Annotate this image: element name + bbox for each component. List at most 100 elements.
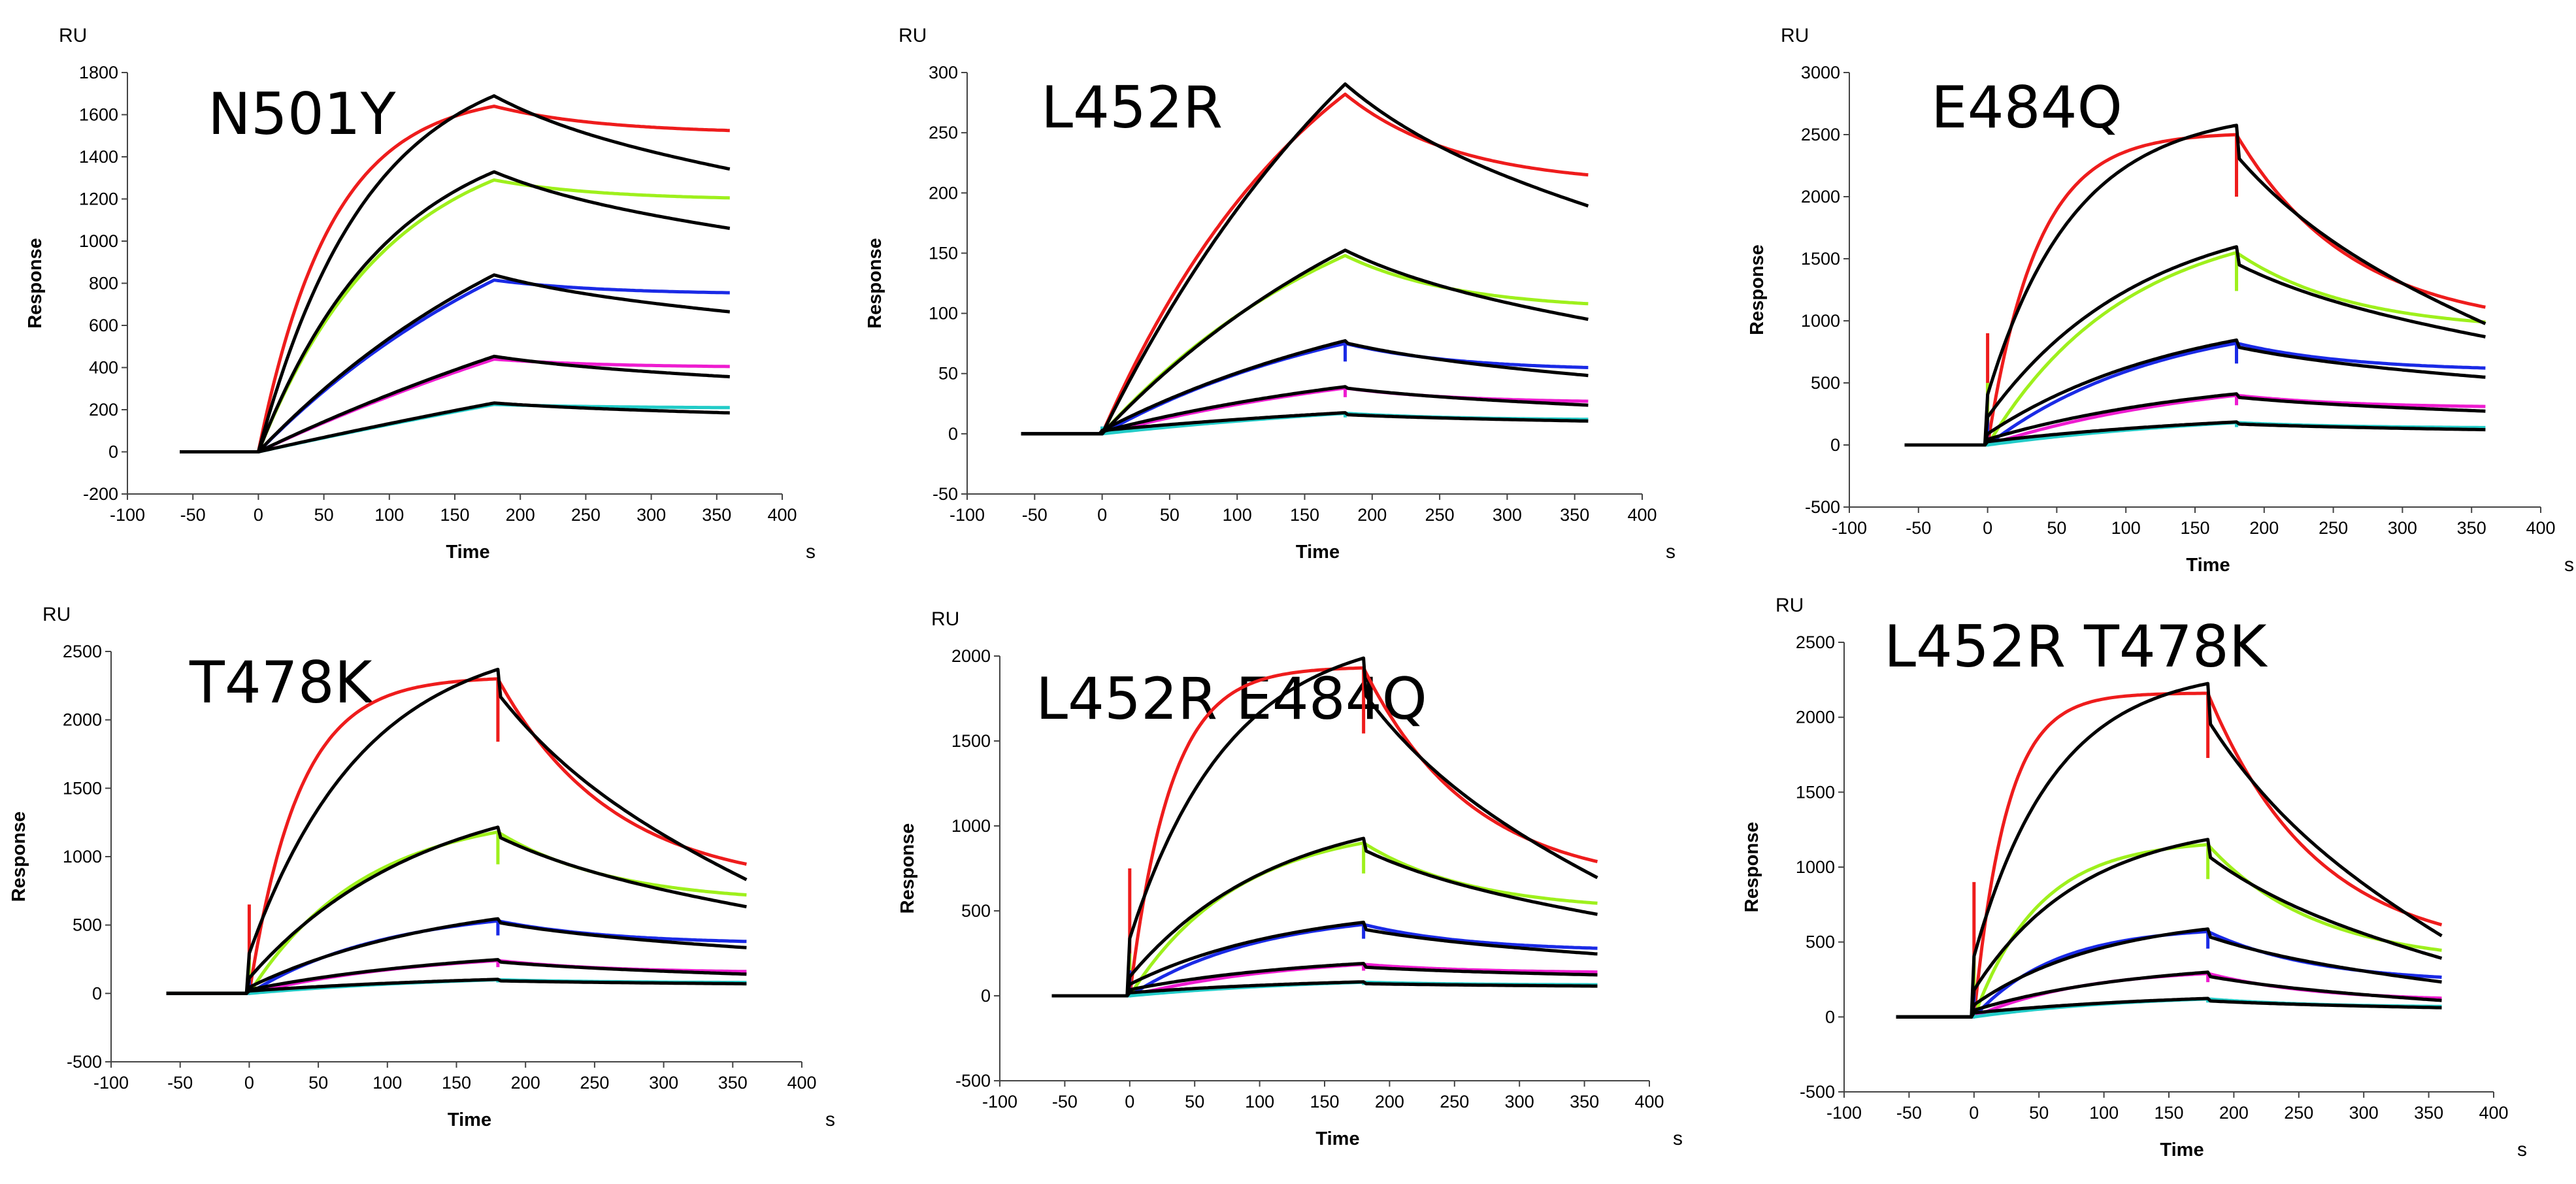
y-axis-title: Response	[25, 238, 46, 329]
x-tick-label: 0	[1097, 505, 1107, 525]
y-tick-label: 200	[929, 183, 958, 203]
fit-curve-green	[1021, 250, 1589, 434]
x-unit-label: s	[1673, 1128, 1683, 1149]
x-axis-title: Time	[446, 542, 489, 563]
y-tick-label: -200	[83, 484, 118, 504]
x-tick-label: 350	[718, 1073, 748, 1093]
x-tick-label: 50	[1160, 505, 1180, 525]
x-tick-label: 300	[1493, 505, 1522, 525]
x-tick-label: 300	[1505, 1092, 1534, 1111]
y-tick-label: 200	[89, 400, 118, 419]
x-tick-label: 350	[2414, 1103, 2443, 1123]
y-tick-label: 2000	[951, 646, 991, 666]
y-tick-label: 500	[1806, 932, 1835, 952]
x-unit-label: s	[2517, 1139, 2527, 1160]
y-tick-label: 1500	[1801, 249, 1840, 269]
y-axis-title: Response	[865, 238, 885, 329]
x-tick-label: 50	[308, 1073, 328, 1093]
x-tick-label: -100	[110, 505, 145, 525]
x-tick-label: 100	[372, 1073, 402, 1093]
y-tick-label: 2500	[63, 642, 102, 661]
x-axis-title: Time	[1315, 1128, 1359, 1149]
y-tick-label: 800	[89, 274, 118, 293]
x-tick-label: 50	[314, 505, 334, 525]
y-tick-label: 0	[1830, 435, 1840, 455]
y-tick-label: 100	[929, 304, 958, 323]
x-tick-label: 150	[2180, 518, 2209, 538]
x-tick-label: 200	[1357, 505, 1387, 525]
x-axis-title: Time	[1296, 542, 1340, 563]
y-tick-label: 2500	[1796, 633, 1835, 652]
y-tick-label: -500	[955, 1071, 991, 1091]
x-tick-label: -50	[180, 505, 206, 525]
x-tick-label: 0	[1125, 1092, 1134, 1111]
x-tick-label: 400	[1634, 1092, 1664, 1111]
y-tick-label: 1000	[1796, 857, 1835, 877]
fit-curve-red	[180, 96, 730, 452]
x-tick-label: 150	[1310, 1092, 1339, 1111]
x-axis-title: Time	[2160, 1140, 2204, 1160]
x-tick-label: 300	[636, 505, 666, 525]
x-unit-label: s	[1666, 541, 1676, 563]
x-tick-label: 50	[1185, 1092, 1204, 1111]
y-tick-label: 0	[981, 986, 991, 1006]
x-tick-label: 0	[1969, 1103, 1979, 1123]
observed-trace-red	[1896, 693, 2442, 1017]
x-tick-label: 400	[1627, 505, 1657, 525]
x-tick-label: -50	[1022, 505, 1048, 525]
y-tick-label: 0	[108, 442, 118, 462]
x-tick-label: 300	[649, 1073, 678, 1093]
y-unit-label: RU	[931, 608, 959, 630]
x-tick-label: 200	[1375, 1092, 1404, 1111]
x-axis-title: Time	[2186, 555, 2230, 576]
x-tick-label: 350	[1570, 1092, 1599, 1111]
x-tick-label: 0	[244, 1073, 254, 1093]
y-tick-label: 1500	[1796, 782, 1835, 802]
x-tick-label: -100	[1826, 1103, 1862, 1123]
y-tick-label: 0	[92, 983, 102, 1003]
y-axis-title: Response	[1747, 244, 1768, 335]
x-tick-label: 250	[2319, 518, 2348, 538]
y-tick-label: 50	[938, 364, 958, 384]
x-tick-label: 100	[2089, 1103, 2119, 1123]
sensorgram-panel-2: -50050100150200250300-100 -50 0 50 100 150 200…	[865, 25, 1676, 563]
sensorgram-panel-4: -50005001000150020002500-100 -50 0 50 100 150…	[8, 604, 835, 1130]
x-tick-label: 250	[1440, 1092, 1469, 1111]
observed-trace-green	[1021, 255, 1589, 434]
panel-title: L452R	[1041, 74, 1223, 141]
y-tick-label: 300	[929, 63, 958, 82]
x-tick-label: 200	[506, 505, 535, 525]
x-tick-label: 250	[571, 505, 601, 525]
y-tick-label: -500	[67, 1052, 102, 1072]
y-tick-label: 1000	[63, 847, 102, 866]
x-tick-label: -100	[93, 1073, 129, 1093]
sensorgram-panel-1: -200020040060080010001200140016001800-10…	[25, 25, 816, 563]
y-tick-label: 2000	[1796, 708, 1835, 727]
x-tick-label: 200	[2249, 518, 2279, 538]
y-tick-label: 2000	[63, 710, 102, 730]
x-tick-label: 250	[580, 1073, 609, 1093]
x-tick-label: 400	[787, 1073, 816, 1093]
x-tick-label: 50	[2047, 518, 2066, 538]
y-tick-label: 600	[89, 316, 118, 335]
x-tick-label: 400	[2526, 518, 2555, 538]
sensorgram-panel-3: -500050010001500200025003000-100 -50 0 50 10…	[1747, 25, 2574, 576]
x-tick-label: 0	[1983, 518, 1992, 538]
y-tick-label: -500	[1800, 1082, 1835, 1102]
x-axis-title: Time	[448, 1110, 491, 1130]
x-tick-label: 150	[2154, 1103, 2183, 1123]
sensorgram-grid: -200020040060080010001200140016001800-10…	[0, 0, 2576, 1181]
x-tick-label: 100	[1245, 1092, 1274, 1111]
panel-title: L452R T478K	[1884, 613, 2268, 680]
y-axis-title: Response	[897, 823, 918, 914]
y-tick-label: 250	[929, 123, 958, 142]
x-unit-label: s	[2564, 554, 2574, 576]
y-unit-label: RU	[1781, 25, 1809, 46]
y-tick-label: 1000	[951, 816, 991, 836]
x-tick-label: 400	[767, 505, 797, 525]
x-tick-label: -50	[167, 1073, 193, 1093]
panel-title: E484Q	[1931, 74, 2122, 141]
panel-title: T478K	[189, 649, 374, 716]
